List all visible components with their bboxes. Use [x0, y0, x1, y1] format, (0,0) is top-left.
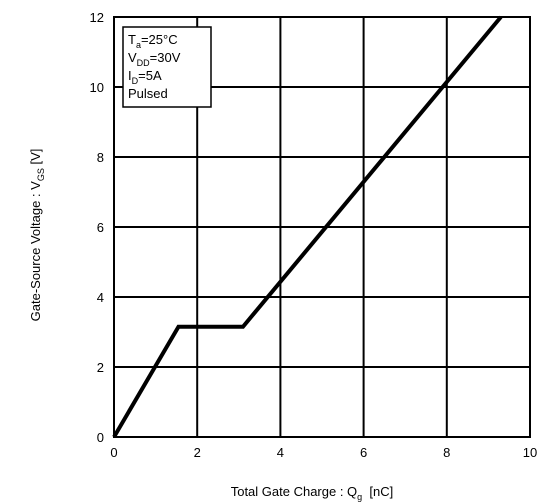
grid: [114, 17, 530, 437]
condition-line: ID=5A: [128, 68, 162, 86]
y-axis-label: Gate-Source Voltage : VGS [V]: [28, 149, 46, 322]
y-tick-labels: 0 2 4 6 8 10 12: [90, 10, 104, 445]
y-tick-label: 2: [97, 360, 104, 375]
y-tick-label: 10: [90, 80, 104, 95]
vgs-qg-curve: [112, 15, 503, 439]
y-tick-label: 0: [97, 430, 104, 445]
plot-frame: [113, 16, 531, 438]
condition-line: VDD=30V: [128, 50, 181, 68]
x-tick-label: 8: [443, 445, 450, 460]
condition-line: Pulsed: [128, 86, 168, 101]
y-tick-label: 6: [97, 220, 104, 235]
condition-line: Ta=25°C: [128, 32, 178, 50]
series-layer: [112, 15, 503, 439]
x-tick-label: 10: [523, 445, 537, 460]
x-axis-label: Total Gate Charge : Qg [nC]: [231, 484, 394, 502]
x-tick-label: 6: [360, 445, 367, 460]
x-tick-label: 2: [194, 445, 201, 460]
x-tick-labels: 0 2 4 6 8 10: [110, 445, 537, 460]
x-tick-label: 4: [277, 445, 284, 460]
y-tick-label: 4: [97, 290, 104, 305]
y-tick-label: 8: [97, 150, 104, 165]
y-tick-label: 12: [90, 10, 104, 25]
x-tick-label: 0: [110, 445, 117, 460]
conditions-frame: [122, 26, 212, 108]
